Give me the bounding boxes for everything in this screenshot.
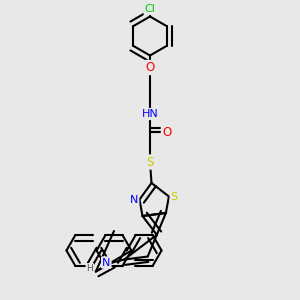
Text: Cl: Cl <box>145 4 155 14</box>
Text: S: S <box>146 155 154 169</box>
Text: N: N <box>102 257 110 268</box>
Text: H: H <box>86 264 93 273</box>
Text: HN: HN <box>142 109 158 119</box>
Text: O: O <box>162 125 171 139</box>
Text: N: N <box>130 194 138 205</box>
Text: O: O <box>146 61 154 74</box>
Text: S: S <box>171 191 178 202</box>
